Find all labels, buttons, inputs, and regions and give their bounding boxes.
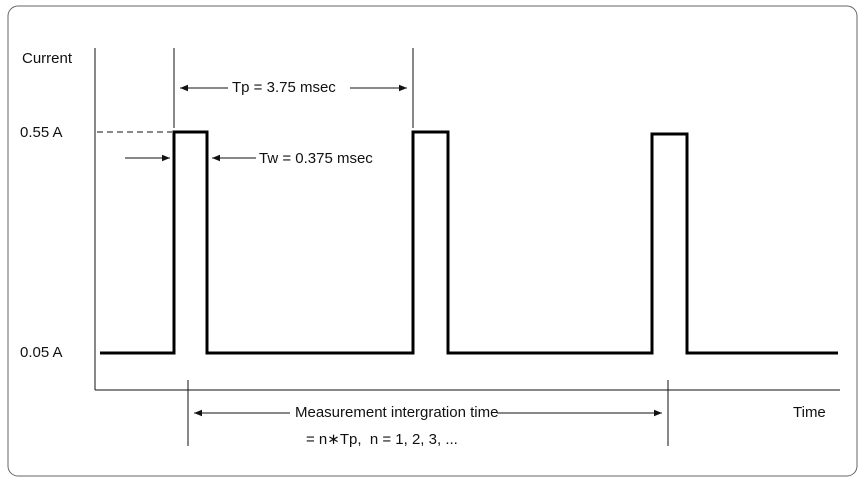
level-label: 0.55 A [20,124,63,141]
level-label: 0.05 A [20,344,63,361]
period-label: Tp = 3.75 msec [232,79,336,96]
y-axis-label: Current [22,50,73,67]
pulse-waveform [100,130,838,355]
integration-formula: = n∗Tp, n = 1, 2, 3, ... [306,431,458,448]
x-axis-label: Time [793,404,826,421]
width-label: Tw = 0.375 msec [259,150,373,167]
integration-label: Measurement intergration time [295,404,498,421]
frame [7,5,858,477]
